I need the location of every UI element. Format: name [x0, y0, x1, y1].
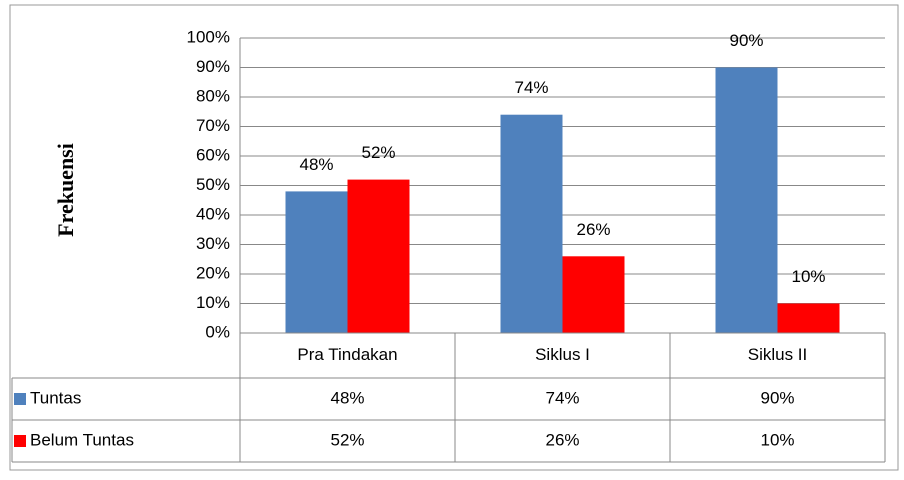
y-tick-label: 70%	[196, 116, 230, 135]
table-cell: 90%	[760, 388, 794, 407]
y-tick-label: 30%	[196, 234, 230, 253]
legend-label: Tuntas	[30, 388, 81, 407]
data-label: 74%	[514, 78, 548, 97]
table-cell: 74%	[545, 388, 579, 407]
y-tick-label: 80%	[196, 86, 230, 105]
bar	[777, 303, 840, 333]
y-tick-label: 100%	[187, 27, 230, 46]
y-tick-label: 50%	[196, 175, 230, 194]
y-tick-label: 90%	[196, 57, 230, 76]
bar	[562, 256, 625, 333]
table-cell: 26%	[545, 430, 579, 449]
table-cell: 10%	[760, 430, 794, 449]
y-tick-label: 60%	[196, 145, 230, 164]
data-label: 26%	[576, 220, 610, 239]
bar	[500, 114, 563, 333]
legend-swatch	[14, 435, 26, 447]
category-label: Pra Tindakan	[297, 345, 397, 364]
data-label: 52%	[361, 143, 395, 162]
table-cell: 52%	[330, 430, 364, 449]
data-label: 90%	[729, 31, 763, 50]
table-cell: 48%	[330, 388, 364, 407]
y-tick-label: 0%	[205, 322, 230, 341]
category-label: Siklus I	[535, 345, 590, 364]
y-tick-label: 10%	[196, 293, 230, 312]
y-tick-label: 40%	[196, 204, 230, 223]
y-axis-label: Frekuensi	[53, 143, 78, 237]
data-label: 48%	[299, 155, 333, 174]
bar	[715, 67, 778, 333]
category-label: Siklus II	[748, 345, 808, 364]
legend-label: Belum Tuntas	[30, 430, 134, 449]
bar	[347, 179, 410, 333]
data-label: 10%	[791, 267, 825, 286]
bar	[285, 191, 348, 333]
y-tick-label: 20%	[196, 263, 230, 282]
legend-swatch	[14, 393, 26, 405]
